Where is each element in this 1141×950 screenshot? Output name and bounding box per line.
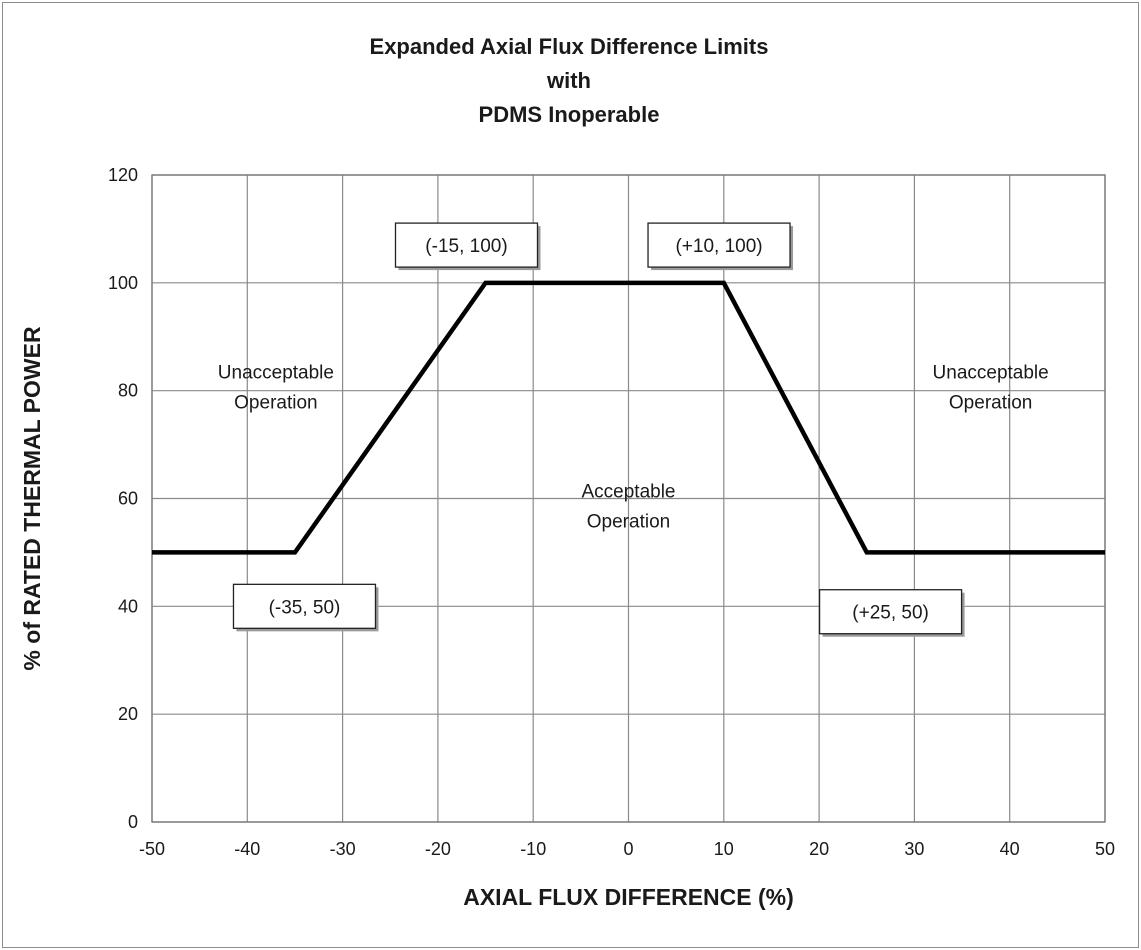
y-tick-label: 20 [118,704,138,724]
region-label: Acceptable [581,481,675,502]
x-tick-label: -30 [330,839,356,859]
series [152,280,1105,555]
region-label: Unacceptable [933,363,1049,384]
callout: (-35, 50) [232,583,379,632]
series-line [152,280,1105,555]
x-tick-label: 30 [904,839,924,859]
x-tick-label: -40 [234,839,260,859]
callout: (+10, 100) [647,222,794,271]
y-tick-label: 40 [118,596,138,616]
chart-title: Expanded Axial Flux Difference Limits wit… [370,34,769,127]
region-labels: Unacceptable Operation Acceptable Operation… [218,363,1049,533]
callout-label: (-35, 50) [269,597,341,618]
plot-area [151,174,1106,823]
x-axis-title: AXIAL FLUX DIFFERENCE (%) [463,884,794,910]
callout-label: (+25, 50) [852,603,929,624]
region-label: Unacceptable [218,363,334,384]
callout-box [818,589,963,635]
y-tick-label: 80 [118,381,138,401]
region-label: Operation [234,393,317,414]
y-tick-label: 0 [128,812,138,832]
y-tick-label: 60 [118,489,138,509]
callout-box [647,222,791,268]
region-label: Operation [587,511,670,532]
x-tick-label: 50 [1095,839,1115,859]
callout-box [232,583,377,629]
y-tick-label: 120 [108,165,138,185]
x-tick-label: 0 [623,839,633,859]
x-tick-label: 20 [809,839,829,859]
title-line: Expanded Axial Flux Difference Limits [370,34,769,59]
callouts: (-15, 100) (+10, 100) (-35, 50) (+25, 50) [232,222,965,637]
y-axis-title: % of RATED THERMAL POWER [19,326,45,671]
callout: (+25, 50) [818,589,965,637]
tick-labels: 0 20 40 60 80 100 120 -50 -40 -30 -20 -10 0 10 20 30 40 5… [108,165,1115,859]
x-tick-label: -50 [139,839,165,859]
x-tick-label: -20 [425,839,451,859]
callout: (-15, 100) [394,222,541,271]
callout-label: (+10, 100) [675,236,762,257]
title-line: with [546,68,591,93]
x-tick-label: 10 [714,839,734,859]
y-tick-label: 100 [108,273,138,293]
x-tick-label: -10 [520,839,546,859]
callout-label: (-15, 100) [425,236,507,257]
title-line: PDMS Inoperable [479,102,660,127]
callout-box [394,222,539,268]
region-label: Operation [949,393,1032,414]
x-tick-label: 40 [1000,839,1020,859]
